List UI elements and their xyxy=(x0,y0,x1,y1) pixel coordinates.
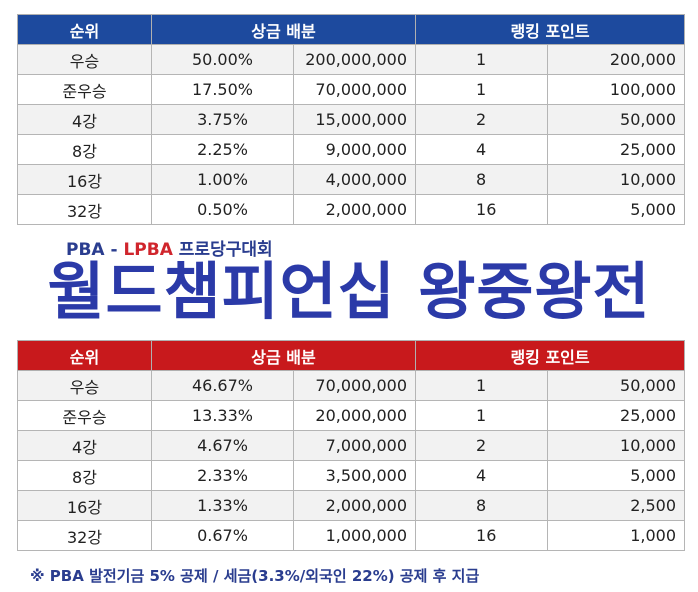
count-cell: 1 xyxy=(415,44,549,75)
table-row: 우승 46.67% 70,000,000 1 50,000 xyxy=(17,370,686,401)
rank-cell: 16강 xyxy=(17,164,152,195)
subtitle: PBA - LPBA 프로당구대회 xyxy=(66,235,273,260)
percent-cell: 0.67% xyxy=(151,520,294,551)
points-cell: 1,000 xyxy=(547,520,686,551)
rank-cell: 우승 xyxy=(17,370,152,401)
points-cell: 100,000 xyxy=(547,74,686,105)
subtitle-pba: PBA - xyxy=(66,240,124,260)
table-row: 준우승 17.50% 70,000,000 1 100,000 xyxy=(17,74,686,105)
header-rank: 순위 xyxy=(17,340,152,371)
amount-cell: 20,000,000 xyxy=(292,400,417,431)
table-row: 32강 0.67% 1,000,000 16 1,000 xyxy=(17,520,686,551)
amount-cell: 3,500,000 xyxy=(292,460,417,491)
points-cell: 25,000 xyxy=(547,400,686,431)
table-row: 8강 2.33% 3,500,000 4 5,000 xyxy=(17,460,686,491)
points-cell: 50,000 xyxy=(547,104,686,135)
amount-cell: 2,000,000 xyxy=(292,490,417,521)
rank-cell: 준우승 xyxy=(17,400,152,431)
points-cell: 25,000 xyxy=(547,134,686,165)
percent-cell: 3.75% xyxy=(151,104,294,135)
table-header-row: 순위 상금 배분 랭킹 포인트 xyxy=(17,340,686,371)
header-points: 랭킹 포인트 xyxy=(415,340,686,371)
table-row: 4강 3.75% 15,000,000 2 50,000 xyxy=(17,104,686,135)
count-cell: 16 xyxy=(415,520,549,551)
count-cell: 4 xyxy=(415,134,549,165)
rank-cell: 준우승 xyxy=(17,74,152,105)
footnote: ※ PBA 발전기금 5% 공제 / 세금(3.3%/외국인 22%) 공제 후… xyxy=(30,567,480,585)
percent-cell: 1.00% xyxy=(151,164,294,195)
amount-cell: 200,000,000 xyxy=(292,44,417,75)
amount-cell: 70,000,000 xyxy=(292,74,417,105)
header-prize: 상금 배분 xyxy=(150,14,417,45)
subtitle-lpba: LPBA xyxy=(123,240,173,260)
pba-prize-table: 순위 상금 배분 랭킹 포인트 우승 50.00% 200,000,000 1 200,… xyxy=(17,14,686,225)
points-cell: 2,500 xyxy=(547,490,686,521)
count-cell: 8 xyxy=(415,490,549,521)
rank-cell: 32강 xyxy=(17,194,152,225)
amount-cell: 15,000,000 xyxy=(292,104,417,135)
count-cell: 2 xyxy=(415,430,549,461)
rank-cell: 4강 xyxy=(17,430,152,461)
table-row: 우승 50.00% 200,000,000 1 200,000 xyxy=(17,44,686,75)
table-row: 16강 1.33% 2,000,000 8 2,500 xyxy=(17,490,686,521)
count-cell: 1 xyxy=(415,370,549,401)
points-cell: 200,000 xyxy=(547,44,686,75)
amount-cell: 4,000,000 xyxy=(292,164,417,195)
subtitle-tournament: 프로당구대회 xyxy=(172,240,273,260)
rank-cell: 우승 xyxy=(17,44,152,75)
amount-cell: 9,000,000 xyxy=(292,134,417,165)
percent-cell: 17.50% xyxy=(151,74,294,105)
amount-cell: 7,000,000 xyxy=(292,430,417,461)
table-row: 준우승 13.33% 20,000,000 1 25,000 xyxy=(17,400,686,431)
percent-cell: 0.50% xyxy=(151,194,294,225)
percent-cell: 46.67% xyxy=(151,370,294,401)
table-row: 4강 4.67% 7,000,000 2 10,000 xyxy=(17,430,686,461)
header-rank: 순위 xyxy=(17,14,152,45)
count-cell: 2 xyxy=(415,104,549,135)
rank-cell: 16강 xyxy=(17,490,152,521)
table-header-row: 순위 상금 배분 랭킹 포인트 xyxy=(17,14,686,45)
header-points: 랭킹 포인트 xyxy=(415,14,686,45)
header-prize: 상금 배분 xyxy=(150,340,417,371)
count-cell: 8 xyxy=(415,164,549,195)
table-row: 32강 0.50% 2,000,000 16 5,000 xyxy=(17,194,686,225)
amount-cell: 70,000,000 xyxy=(292,370,417,401)
rank-cell: 4강 xyxy=(17,104,152,135)
table-row: 16강 1.00% 4,000,000 8 10,000 xyxy=(17,164,686,195)
count-cell: 16 xyxy=(415,194,549,225)
points-cell: 10,000 xyxy=(547,164,686,195)
amount-cell: 1,000,000 xyxy=(292,520,417,551)
table-row: 8강 2.25% 9,000,000 4 25,000 xyxy=(17,134,686,165)
amount-cell: 2,000,000 xyxy=(292,194,417,225)
percent-cell: 1.33% xyxy=(151,490,294,521)
percent-cell: 50.00% xyxy=(151,44,294,75)
points-cell: 5,000 xyxy=(547,460,686,491)
count-cell: 1 xyxy=(415,74,549,105)
points-cell: 10,000 xyxy=(547,430,686,461)
rank-cell: 8강 xyxy=(17,460,152,491)
points-cell: 50,000 xyxy=(547,370,686,401)
percent-cell: 13.33% xyxy=(151,400,294,431)
rank-cell: 32강 xyxy=(17,520,152,551)
percent-cell: 4.67% xyxy=(151,430,294,461)
main-title: 월드챔피언십 왕중왕전 xyxy=(47,255,651,328)
points-cell: 5,000 xyxy=(547,194,686,225)
count-cell: 1 xyxy=(415,400,549,431)
percent-cell: 2.25% xyxy=(151,134,294,165)
lpba-prize-table: 순위 상금 배분 랭킹 포인트 우승 46.67% 70,000,000 1 50,00… xyxy=(17,340,686,551)
count-cell: 4 xyxy=(415,460,549,491)
rank-cell: 8강 xyxy=(17,134,152,165)
percent-cell: 2.33% xyxy=(151,460,294,491)
